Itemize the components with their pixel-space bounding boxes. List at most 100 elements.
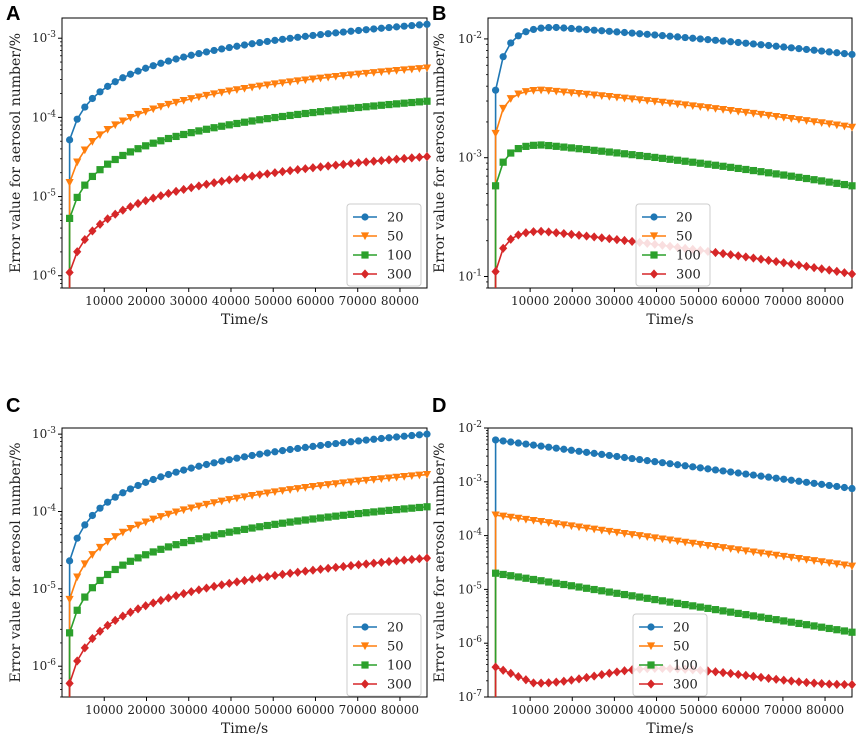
panel-d: D 10000 20000 30000 40000 50000 60000 70000 8000… <box>432 395 857 737</box>
data-point <box>392 67 401 75</box>
data-point <box>567 229 576 239</box>
data-point <box>689 463 697 471</box>
data-point <box>180 466 188 474</box>
y-tick-label: 10-4 <box>32 503 56 518</box>
data-point <box>567 675 576 685</box>
data-point <box>301 32 309 40</box>
data-point <box>536 518 546 526</box>
data-point <box>377 24 385 32</box>
data-point <box>704 465 712 473</box>
x-tick-label: 60000 <box>722 294 760 308</box>
data-point <box>537 24 545 32</box>
data-point <box>620 150 629 158</box>
data-point <box>643 97 652 105</box>
data-point <box>825 120 834 129</box>
data-point <box>817 119 826 128</box>
legend-label: 50 <box>387 640 404 655</box>
data-point <box>605 27 613 35</box>
data-point <box>65 678 74 688</box>
data-point <box>423 97 431 105</box>
data-point <box>590 525 599 534</box>
data-point <box>673 461 682 469</box>
data-point <box>810 46 818 54</box>
data-point <box>749 166 758 175</box>
data-point <box>111 615 120 625</box>
data-point <box>400 505 408 513</box>
data-point <box>422 151 432 162</box>
y-tick-label: 10-6 <box>458 635 482 650</box>
data-point <box>255 170 264 180</box>
data-point <box>597 670 606 680</box>
series-20 <box>491 436 856 697</box>
data-point <box>536 86 546 95</box>
data-point <box>111 121 120 130</box>
data-point <box>696 103 705 111</box>
data-point <box>544 519 553 527</box>
data-point <box>802 621 811 629</box>
data-point <box>308 75 318 84</box>
data-point <box>559 676 568 686</box>
legend-box <box>346 203 422 287</box>
data-point <box>96 166 104 174</box>
x-tick-label: 30000 <box>595 703 633 717</box>
data-point <box>529 25 538 34</box>
data-point <box>847 680 857 690</box>
y-tick-label: 10-4 <box>32 109 56 124</box>
data-point <box>840 268 849 278</box>
data-point <box>210 531 218 539</box>
data-point <box>309 31 317 40</box>
data-point <box>696 464 704 472</box>
data-point <box>514 671 523 682</box>
data-point <box>95 219 105 229</box>
data-point <box>104 82 112 90</box>
data-point <box>491 182 500 190</box>
data-point <box>133 198 143 209</box>
data-point <box>187 129 195 137</box>
data-point <box>362 157 371 167</box>
data-point <box>180 53 188 61</box>
data-point <box>681 600 689 609</box>
data-point <box>324 440 332 449</box>
series-100 <box>491 141 856 288</box>
data-point <box>522 574 530 582</box>
data-point <box>316 441 325 450</box>
data-point <box>794 554 804 563</box>
data-point <box>286 78 295 87</box>
data-point <box>111 78 119 86</box>
legend-label: 100 <box>676 249 701 264</box>
data-point <box>354 437 363 445</box>
data-point <box>559 521 568 530</box>
y-tick-label: 10-3 <box>458 474 482 489</box>
x-tick-label: 20000 <box>553 703 591 717</box>
x-tick-label: 80000 <box>381 294 419 308</box>
data-point <box>560 580 568 589</box>
data-point <box>156 191 165 201</box>
data-point <box>164 593 173 603</box>
data-point <box>627 665 637 675</box>
data-point <box>331 160 340 170</box>
data-point <box>248 40 256 48</box>
data-point <box>263 37 271 46</box>
data-point <box>423 430 431 438</box>
y-axis-label: Error value for aerosol number/% <box>8 33 24 273</box>
x-tick-label: 80000 <box>806 703 844 717</box>
data-point <box>613 149 621 157</box>
data-point <box>400 473 409 481</box>
data-point <box>263 449 271 457</box>
data-point <box>118 117 127 126</box>
data-point <box>582 145 591 154</box>
data-point <box>126 524 135 533</box>
data-point <box>718 106 728 114</box>
data-point <box>415 431 423 439</box>
data-point <box>499 570 507 579</box>
data-point <box>171 508 181 517</box>
data-point <box>559 88 568 97</box>
data-point <box>263 169 272 179</box>
data-point <box>840 49 849 58</box>
data-point <box>840 122 849 131</box>
data-point <box>324 481 333 489</box>
data-point <box>202 48 211 56</box>
data-point <box>636 593 644 601</box>
data-point <box>415 152 424 162</box>
data-point <box>233 42 241 50</box>
